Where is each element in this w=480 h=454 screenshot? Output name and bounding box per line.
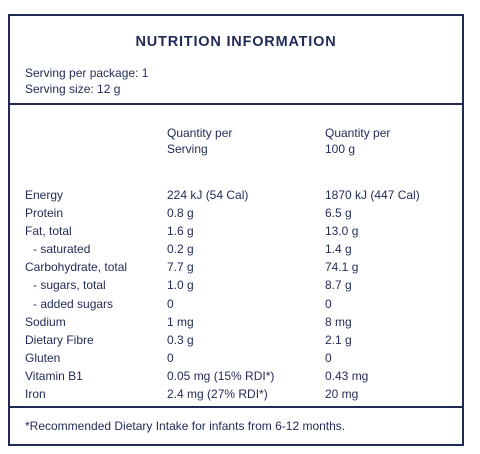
per-serving-value: 0.05 mg (15% RDI*) — [167, 368, 275, 383]
table-row: Carbohydrate, total 7.7 g 74.1 g — [25, 258, 455, 276]
per-serving-value: 224 kJ (54 Cal) — [167, 188, 249, 202]
per-serving-value: 0.8 g — [167, 206, 194, 221]
column-header-per-serving-line1: Quantity per — [167, 126, 233, 140]
nutrient-name: Iron — [25, 387, 46, 402]
nutrient-name: Vitamin B1 — [25, 368, 83, 383]
divider-bottom — [10, 406, 462, 408]
footnote: *Recommended Dietary Intake for infants … — [25, 419, 346, 433]
nutrient-name: - saturated — [33, 242, 91, 257]
per-serving-value: 2.4 mg (27% RDI*) — [167, 387, 268, 402]
nutrient-name: Sodium — [25, 314, 66, 329]
serving-per-package: Serving per package: 1 — [25, 66, 149, 80]
nutrient-name: Fat, total — [25, 224, 72, 239]
nutrient-name: Carbohydrate, total — [25, 260, 128, 275]
per-100g-value: 0.43 mg — [325, 368, 369, 383]
table-row: - sugars, total 1.0 g 8.7 g — [25, 276, 455, 294]
serving-size: Serving size: 12 g — [25, 82, 121, 96]
per-serving-value: 1.0 g — [167, 278, 194, 293]
per-100g-value: 74.1 g — [325, 260, 359, 275]
nutrient-name: Energy — [25, 188, 64, 202]
per-100g-value: 1870 kJ (447 Cal) — [325, 188, 420, 202]
nutrient-name: - added sugars — [33, 296, 114, 311]
table-row: - saturated 0.2 g 1.4 g — [25, 240, 455, 258]
per-100g-value: 8 mg — [325, 314, 352, 329]
per-100g-value: 0 — [325, 350, 332, 365]
nutrient-name: Gluten — [25, 350, 61, 365]
table-row: Protein 0.8 g 6.5 g — [25, 204, 455, 222]
per-100g-value: 1.4 g — [325, 242, 352, 257]
nutrient-table: Energy 224 kJ (54 Cal) 1870 kJ (447 Cal)… — [25, 186, 455, 403]
table-row: - added sugars 0 0 — [25, 295, 455, 313]
per-serving-value: 0 — [167, 296, 174, 311]
table-row: Energy 224 kJ (54 Cal) 1870 kJ (447 Cal) — [25, 186, 455, 204]
nutrient-name: Dietary Fibre — [25, 332, 94, 347]
nutrient-name: Protein — [25, 206, 64, 221]
table-row: Sodium 1 mg 8 mg — [25, 313, 455, 331]
column-header-per-serving-line2: Serving — [167, 142, 208, 156]
divider-top — [10, 103, 462, 105]
column-header-per-100g: Quantity per 100 g — [325, 125, 390, 157]
column-header-per-serving: Quantity per Serving — [167, 125, 232, 157]
per-100g-value: 0 — [325, 296, 332, 311]
nutrition-panel: NUTRITION INFORMATION Serving per packag… — [8, 14, 464, 446]
serving-info: Serving per package: 1 Serving size: 12 … — [25, 65, 148, 97]
per-serving-value: 7.7 g — [167, 260, 194, 275]
table-row: Vitamin B1 0.05 mg (15% RDI*) 0.43 mg — [25, 367, 455, 385]
per-serving-value: 0.3 g — [167, 332, 194, 347]
per-100g-value: 2.1 g — [325, 332, 352, 347]
per-100g-value: 13.0 g — [325, 224, 359, 239]
column-header-per-100g-line2: 100 g — [325, 142, 356, 156]
table-row: Dietary Fibre 0.3 g 2.1 g — [25, 331, 455, 349]
nutrient-name: - sugars, total — [33, 278, 106, 293]
per-100g-value: 6.5 g — [325, 206, 352, 221]
per-serving-value: 0.2 g — [167, 242, 194, 257]
panel-title: NUTRITION INFORMATION — [135, 34, 337, 50]
column-header-per-100g-line1: Quantity per — [325, 126, 391, 140]
table-row: Fat, total 1.6 g 13.0 g — [25, 222, 455, 240]
per-serving-value: 1 mg — [167, 314, 194, 329]
per-serving-value: 0 — [167, 350, 174, 365]
per-serving-value: 1.6 g — [167, 224, 194, 239]
per-100g-value: 20 mg — [325, 387, 359, 402]
per-100g-value: 8.7 g — [325, 278, 352, 293]
table-row: Gluten 0 0 — [25, 349, 455, 367]
table-row: Iron 2.4 mg (27% RDI*) 20 mg — [25, 385, 455, 403]
